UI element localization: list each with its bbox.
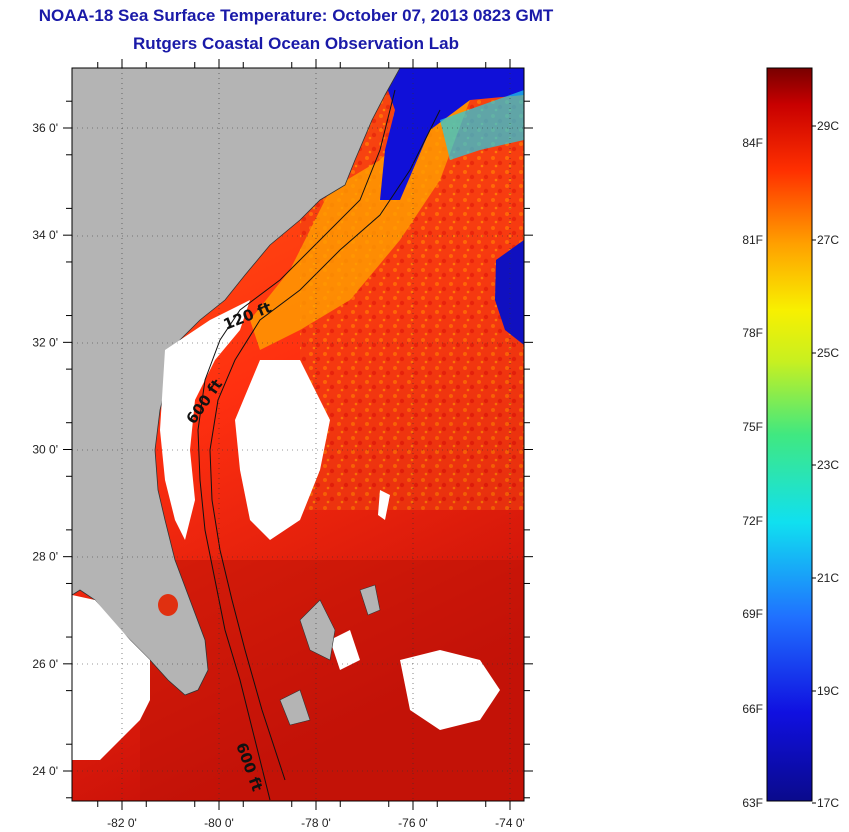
colorbar-fahrenheit-label: 84F [742, 136, 763, 150]
colorbar-fahrenheit-label: 75F [742, 420, 763, 434]
bahamas-island-3 [279, 689, 311, 726]
lon-tick-label: -76 0' [398, 816, 428, 830]
graticule [72, 68, 524, 801]
contour-600ft [209, 109, 441, 781]
cloud-mask-south [400, 650, 500, 730]
colorbar-celsius-label: 27C [817, 233, 839, 247]
colorbar-fahrenheit-label: 69F [742, 607, 763, 621]
sst-cold-water-north [380, 68, 524, 200]
lon-tick-label: -74 0' [495, 816, 525, 830]
bahamas-island [299, 599, 336, 661]
lat-tick-label: 36 0' [32, 121, 58, 135]
colorbar-celsius-label: 17C [817, 796, 839, 810]
lat-tick-label: 34 0' [32, 228, 58, 242]
map-frame [71, 67, 525, 802]
colorbar-celsius-label: 19C [817, 684, 839, 698]
latitude-axis: 36 0' 34 0' 32 0' 30 0' 28 0' 26 0' 24 0' [32, 100, 533, 799]
colorbar-fahrenheit-label: 78F [742, 326, 763, 340]
colorbar-celsius-label: 23C [817, 458, 839, 472]
bahamas-island-2 [359, 584, 381, 616]
lon-tick-label: -82 0' [107, 816, 137, 830]
colorbar-fahrenheit-label: 72F [742, 514, 763, 528]
lat-tick-label: 26 0' [32, 657, 58, 671]
cloud-mask-gulf [72, 595, 150, 760]
colorbar-fahrenheit-label: 63F [742, 796, 763, 810]
sst-cool-cyan-north [440, 90, 524, 160]
map-area [72, 68, 524, 801]
colorbar [766, 67, 813, 802]
lake-okeechobee [158, 594, 178, 616]
longitude-axis: -82 0' -80 0' -78 0' -76 0' -74 0' [97, 59, 525, 830]
lat-tick-label: 24 0' [32, 764, 58, 778]
lon-tick-label: -78 0' [301, 816, 331, 830]
colorbar-celsius-label: 21C [817, 571, 839, 585]
cloud-patch-2 [330, 630, 360, 670]
contour-120ft [197, 89, 396, 801]
map-subtitle: Rutgers Coastal Ocean Observation Lab [133, 34, 459, 53]
land-mass [72, 68, 401, 696]
colorbar-celsius-label: 25C [817, 346, 839, 360]
lat-tick-label: 32 0' [32, 335, 58, 349]
map-title: NOAA-18 Sea Surface Temperature: October… [38, 6, 554, 25]
colorbar-celsius-label: 29C [817, 119, 839, 133]
cloud-patch [378, 490, 390, 520]
sst-cold-patch-east [495, 240, 524, 345]
colorbar-fahrenheit-label: 66F [742, 702, 763, 716]
colorbar-ticks: 84F 81F 78F 75F 72F 69F 66F 63F 29C 27C 25C 23C 21C 1… [742, 119, 839, 810]
lat-tick-label: 28 0' [32, 550, 58, 564]
colorbar-fahrenheit-label: 81F [742, 233, 763, 247]
cloud-mask-coastal [160, 300, 250, 540]
lat-tick-label: 30 0' [32, 443, 58, 457]
lon-tick-label: -80 0' [204, 816, 234, 830]
